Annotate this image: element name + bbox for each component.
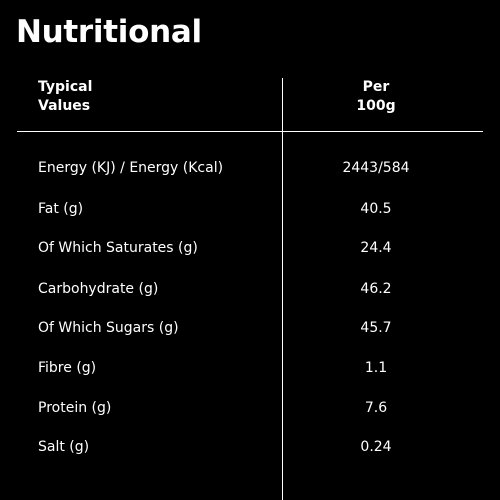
row-value: 24.4 [360, 240, 392, 256]
row-value: 0.24 [360, 439, 392, 455]
row-label: Of Which Saturates (g) [38, 240, 198, 256]
header-right-line-1: Per [362, 79, 390, 95]
row-label: Energy (KJ) / Energy (Kcal) [38, 160, 224, 176]
row-value: 46.2 [360, 281, 392, 297]
row-label: Carbohydrate (g) [38, 281, 159, 297]
table-row-fibre: Fibre (g) 1.1 [0, 358, 500, 382]
row-label: Salt (g) [38, 439, 90, 455]
table-row-protein: Protein (g) 7.6 [0, 398, 500, 422]
page-title: Nutritional [16, 14, 202, 50]
header-divider [17, 131, 483, 132]
header-left-line-2: Values [38, 98, 91, 114]
table-row-carbohydrate: Carbohydrate (g) 46.2 [0, 279, 500, 303]
header-typical-values: Typical Values [38, 78, 92, 116]
column-divider [282, 78, 283, 500]
row-label: Fibre (g) [38, 360, 97, 376]
row-label: Fat (g) [38, 201, 84, 217]
row-label: Protein (g) [38, 400, 112, 416]
row-value: 2443/584 [342, 160, 410, 176]
row-label: Of Which Sugars (g) [38, 320, 179, 336]
row-value: 7.6 [364, 400, 388, 416]
row-value: 1.1 [364, 360, 388, 376]
table-row-fat: Fat (g) 40.5 [0, 199, 500, 223]
row-value: 40.5 [360, 201, 392, 217]
table-row-saturates: Of Which Saturates (g) 24.4 [0, 238, 500, 262]
header-per-100g: Per 100g [340, 78, 412, 116]
table-row-energy: Energy (KJ) / Energy (Kcal) 2443/584 [0, 158, 500, 182]
header-right-line-2: 100g [356, 98, 396, 114]
header-left-line-1: Typical [38, 79, 93, 95]
table-row-salt: Salt (g) 0.24 [0, 437, 500, 461]
table-row-sugars: Of Which Sugars (g) 45.7 [0, 318, 500, 342]
row-value: 45.7 [360, 320, 392, 336]
